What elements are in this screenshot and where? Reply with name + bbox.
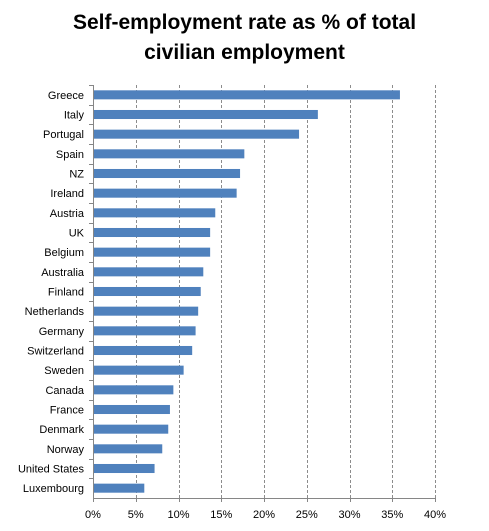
- chart-title-line-1: Self-employment rate as % of total: [72, 11, 417, 34]
- bars: [94, 90, 400, 493]
- category-label: United States: [18, 464, 85, 476]
- bar: [94, 90, 400, 100]
- x-tick-label: 40%: [424, 509, 446, 521]
- category-label: UK: [69, 228, 85, 240]
- bar: [94, 267, 204, 277]
- category-label: Belgium: [44, 247, 84, 259]
- bar: [94, 444, 163, 454]
- category-label: Norway: [47, 444, 85, 456]
- category-label: Luxembourg: [23, 483, 84, 495]
- category-label: Australia: [41, 267, 85, 279]
- x-tick-label: 35%: [381, 509, 403, 521]
- category-label: NZ: [69, 169, 84, 181]
- bar: [94, 286, 201, 297]
- bar: [94, 463, 155, 474]
- category-label: Italy: [64, 110, 85, 122]
- category-label: Denmark: [39, 424, 84, 436]
- bar: [94, 109, 318, 120]
- category-labels: Greece Italy Portugal Spain NZ Ireland Austria…: [18, 85, 93, 495]
- x-tick-label: 20%: [253, 509, 275, 521]
- category-label: Germany: [39, 326, 85, 338]
- bar: [94, 168, 241, 179]
- bar: [94, 345, 193, 356]
- x-tick-label: 15%: [210, 509, 232, 521]
- category-label: France: [50, 405, 84, 417]
- bar: [94, 208, 216, 218]
- chart-title: Self-employment rate as % of total civil…: [0, 8, 489, 68]
- x-tick-labels: 0% 5% 10% 15% 20% 25% 30% 35% 40%: [85, 498, 446, 521]
- bar: [94, 365, 184, 375]
- bar: [94, 306, 199, 316]
- chart-title-line-2: civilian employment: [144, 41, 345, 64]
- category-label: Portugal: [43, 129, 84, 141]
- category-label: Austria: [50, 208, 85, 220]
- category-label: Sweden: [44, 365, 84, 377]
- bar: [94, 129, 300, 139]
- category-label: Finland: [48, 287, 84, 299]
- bar: [94, 424, 169, 434]
- category-label: Spain: [56, 149, 84, 161]
- x-tick-label: 5%: [128, 509, 144, 521]
- category-label: Netherlands: [25, 306, 85, 318]
- category-label: Canada: [45, 385, 84, 397]
- bar: [94, 188, 237, 198]
- category-label: Switzerland: [27, 346, 84, 358]
- bar: [94, 227, 211, 238]
- bar: [94, 483, 145, 493]
- category-label: Greece: [48, 90, 84, 102]
- bar: [94, 404, 170, 415]
- x-tick-label: 10%: [167, 509, 189, 521]
- category-label: Ireland: [50, 188, 84, 200]
- bar: [94, 326, 196, 336]
- bar: [94, 385, 174, 395]
- bar: [94, 149, 245, 159]
- x-tick-label: 30%: [338, 509, 360, 521]
- x-tick-label: 0%: [85, 509, 101, 521]
- bar: [94, 247, 211, 257]
- x-tick-label: 25%: [296, 509, 318, 521]
